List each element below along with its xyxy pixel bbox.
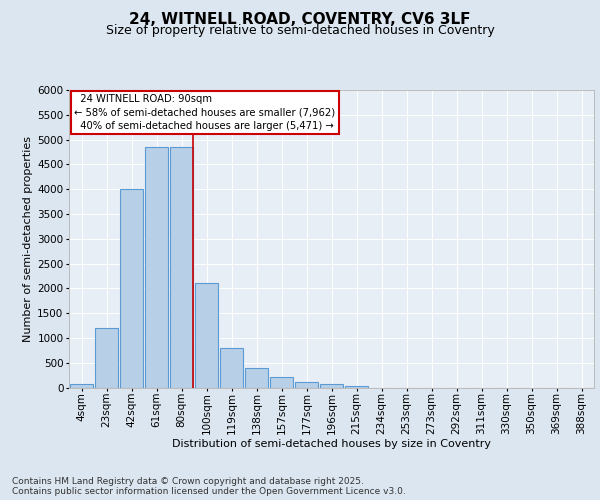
Bar	[270, 376, 293, 388]
Bar	[320, 384, 343, 388]
Bar	[295, 382, 318, 388]
Y-axis label: Number of semi-detached properties: Number of semi-detached properties	[23, 136, 33, 342]
Bar	[195, 284, 218, 388]
X-axis label: Distribution of semi-detached houses by size in Coventry: Distribution of semi-detached houses by …	[172, 440, 491, 450]
Bar	[120, 189, 143, 388]
Text: Contains HM Land Registry data © Crown copyright and database right 2025.
Contai: Contains HM Land Registry data © Crown c…	[12, 476, 406, 496]
Bar	[345, 386, 368, 388]
Bar	[245, 368, 268, 388]
Text: 24 WITNELL ROAD: 90sqm
← 58% of semi-detached houses are smaller (7,962)
  40% o: 24 WITNELL ROAD: 90sqm ← 58% of semi-det…	[74, 94, 335, 131]
Bar	[145, 147, 168, 388]
Text: 24, WITNELL ROAD, COVENTRY, CV6 3LF: 24, WITNELL ROAD, COVENTRY, CV6 3LF	[129, 12, 471, 28]
Bar	[95, 328, 118, 388]
Text: Size of property relative to semi-detached houses in Coventry: Size of property relative to semi-detach…	[106, 24, 494, 37]
Bar	[170, 147, 193, 388]
Bar	[70, 384, 93, 388]
Bar	[220, 348, 243, 388]
